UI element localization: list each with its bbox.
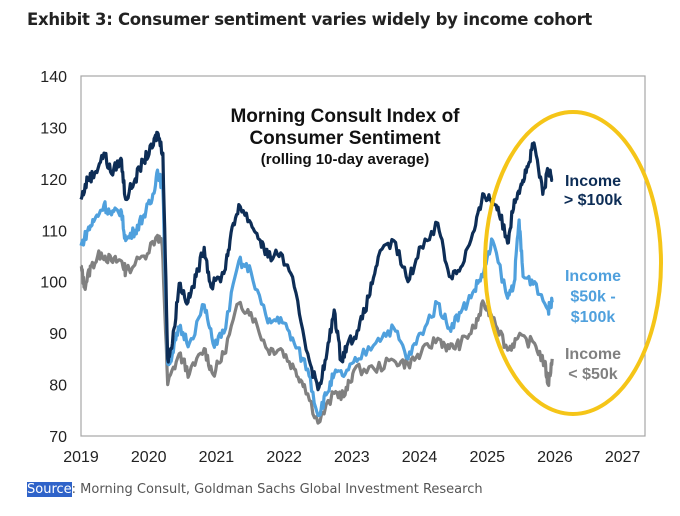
- highlight-ellipse: [483, 110, 663, 416]
- series-line: [79, 130, 554, 392]
- source-text: : Morning Consult, Goldman Sachs Global …: [71, 482, 483, 497]
- series-label: $100k: [571, 309, 616, 326]
- x-tick-label: 2027: [605, 449, 641, 466]
- source-line: Source: Morning Consult, Goldman Sachs G…: [27, 482, 483, 497]
- y-tick-label: 70: [49, 429, 67, 446]
- plot-frame: [80, 75, 646, 437]
- x-tick-label: 2019: [63, 449, 99, 466]
- source-label[interactable]: Source: [27, 482, 72, 497]
- exhibit-title: Exhibit 3: Consumer sentiment varies wid…: [27, 10, 593, 29]
- x-tick-label: 2021: [199, 449, 235, 466]
- y-tick-label: 120: [40, 172, 67, 189]
- x-tick-label: 2026: [537, 449, 573, 466]
- chart-title-line2: Consumer Sentiment: [249, 128, 441, 149]
- series-label: Income: [565, 268, 621, 285]
- series-label: Income: [565, 173, 621, 190]
- x-tick-label: 2024: [402, 449, 438, 466]
- chart-subtitle: (rolling 10-day average): [261, 151, 429, 168]
- y-tick-label: 110: [41, 223, 67, 240]
- y-tick-label: 130: [40, 120, 67, 137]
- y-tick-label: 100: [40, 275, 67, 292]
- chart-title-line1: Morning Consult Index of: [230, 106, 460, 127]
- x-tick-label: 2020: [131, 449, 167, 466]
- y-tick-label: 90: [49, 326, 67, 343]
- series-line: [79, 233, 554, 425]
- y-tick-label: 80: [49, 378, 67, 395]
- series-label: < $50k: [568, 366, 617, 383]
- series-label: Income: [565, 346, 621, 363]
- x-tick-label: 2025: [469, 449, 505, 466]
- x-tick-label: 2022: [266, 449, 302, 466]
- x-tick-label: 2023: [334, 449, 370, 466]
- series-label: $50k -: [570, 289, 615, 306]
- y-tick-label: 140: [40, 69, 67, 86]
- series-label: > $100k: [564, 192, 622, 209]
